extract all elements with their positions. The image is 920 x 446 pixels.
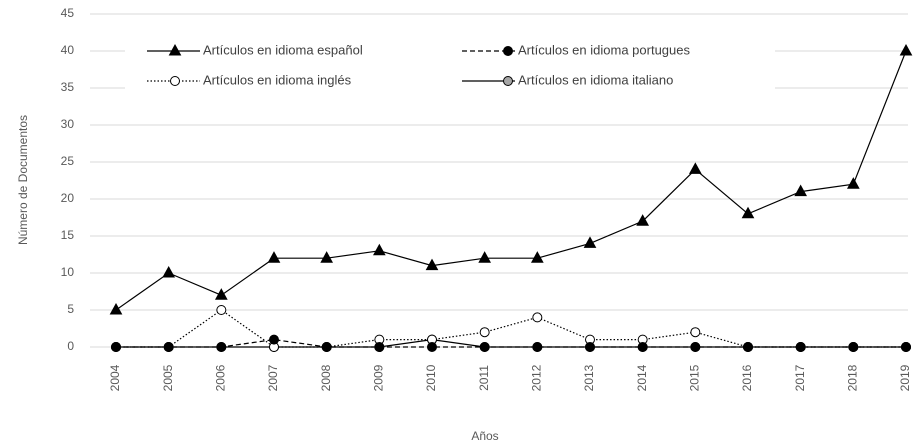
marker bbox=[109, 302, 123, 315]
marker bbox=[743, 342, 753, 352]
marker bbox=[794, 184, 808, 197]
series-line bbox=[116, 338, 906, 348]
marker bbox=[267, 251, 281, 263]
y-tick-label: 45 bbox=[61, 6, 75, 20]
marker bbox=[530, 251, 544, 263]
x-tick-label: 2012 bbox=[530, 364, 544, 391]
marker bbox=[216, 305, 227, 315]
marker bbox=[636, 214, 650, 226]
marker bbox=[583, 236, 597, 248]
legend-background bbox=[125, 38, 775, 96]
x-tick-label: 2005 bbox=[161, 364, 175, 391]
y-axis-label: Número de Documentos bbox=[16, 115, 30, 245]
marker bbox=[216, 342, 227, 352]
y-tick-label: 15 bbox=[61, 228, 75, 242]
x-axis-label: Años bbox=[471, 429, 498, 443]
x-tick-label: 2009 bbox=[372, 364, 386, 391]
legend-label: Artículos en idioma portugues bbox=[518, 42, 690, 57]
y-tick-label: 10 bbox=[61, 265, 75, 279]
x-tick-label: 2015 bbox=[688, 364, 702, 391]
legend-label: Artículos en idioma español bbox=[203, 42, 363, 57]
x-tick-label: 2010 bbox=[424, 364, 438, 391]
legend-label: Artículos en idioma inglés bbox=[203, 72, 352, 87]
marker bbox=[637, 342, 648, 352]
marker bbox=[690, 342, 701, 352]
marker bbox=[690, 327, 701, 338]
marker bbox=[269, 334, 279, 345]
y-tick-label: 5 bbox=[67, 302, 74, 316]
x-tick-label: 2018 bbox=[846, 364, 860, 391]
x-tick-label: 2016 bbox=[740, 364, 754, 391]
marker bbox=[163, 342, 174, 352]
marker bbox=[795, 342, 806, 352]
marker bbox=[372, 243, 386, 256]
marker bbox=[214, 288, 228, 300]
marker bbox=[901, 342, 911, 352]
x-tick-label: 2004 bbox=[108, 364, 122, 391]
marker bbox=[585, 342, 595, 352]
marker bbox=[162, 265, 176, 278]
marker bbox=[321, 342, 332, 352]
marker bbox=[111, 342, 121, 352]
legend-marker bbox=[168, 43, 182, 56]
marker bbox=[532, 342, 543, 352]
x-tick-label: 2007 bbox=[266, 364, 280, 391]
y-tick-label: 25 bbox=[61, 154, 75, 168]
x-tick-label: 2017 bbox=[793, 364, 807, 391]
marker bbox=[427, 342, 437, 352]
marker bbox=[320, 251, 334, 263]
series-line bbox=[115, 50, 907, 311]
x-tick-label: 2006 bbox=[214, 364, 228, 391]
y-tick-label: 40 bbox=[61, 43, 75, 57]
marker bbox=[374, 342, 385, 352]
marker bbox=[899, 43, 913, 56]
legend-marker bbox=[503, 46, 513, 56]
marker bbox=[532, 312, 543, 323]
legend-marker bbox=[503, 76, 513, 86]
marker bbox=[688, 162, 702, 174]
x-tick-label: 2011 bbox=[477, 365, 491, 391]
y-tick-label: 30 bbox=[61, 117, 75, 131]
marker bbox=[741, 206, 755, 219]
x-tick-label: 2008 bbox=[319, 364, 333, 391]
y-tick-label: 35 bbox=[61, 80, 75, 94]
marker bbox=[846, 177, 860, 189]
y-tick-label: 20 bbox=[61, 191, 75, 205]
y-tick-label: 0 bbox=[67, 339, 74, 353]
x-tick-label: 2013 bbox=[582, 364, 596, 391]
marker bbox=[425, 258, 439, 271]
marker bbox=[479, 327, 490, 338]
marker bbox=[848, 342, 859, 352]
x-tick-label: 2014 bbox=[635, 364, 649, 391]
x-tick-label: 2019 bbox=[898, 364, 912, 391]
marker bbox=[479, 342, 490, 352]
legend-marker bbox=[170, 76, 180, 86]
marker bbox=[478, 251, 492, 263]
series-line bbox=[116, 309, 906, 348]
series-line bbox=[116, 338, 906, 348]
legend-label: Artículos en idioma italiano bbox=[518, 72, 673, 87]
